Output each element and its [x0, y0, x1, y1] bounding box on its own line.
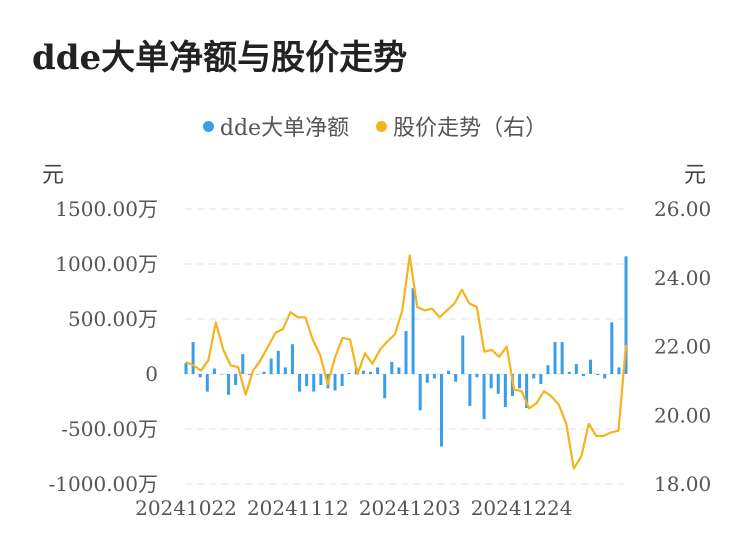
- y-left-tick-label: -1000.00万: [49, 472, 158, 496]
- chart-title: dde大单净额与股价走势: [32, 38, 408, 78]
- bar: [290, 344, 294, 374]
- legend: dde大单净额 股价走势（右）: [0, 110, 750, 142]
- bar: [404, 331, 408, 374]
- bar: [376, 367, 380, 374]
- y-left-tick-label: 500.00万: [68, 307, 158, 331]
- bar: [390, 361, 394, 374]
- y-left-tick-label: 1000.00万: [55, 252, 158, 276]
- y-left-tick-label: 1500.00万: [55, 197, 158, 221]
- left-axis-unit: 元: [42, 163, 65, 188]
- bar: [298, 374, 302, 392]
- bar: [596, 374, 600, 376]
- bar: [496, 374, 500, 394]
- y-right-tick-label: 26.00: [654, 197, 711, 221]
- bar: [248, 374, 252, 376]
- bar: [539, 374, 543, 384]
- bar: [553, 342, 557, 374]
- bar: [255, 374, 259, 375]
- legend-dot-bar: [202, 121, 214, 132]
- bar: [383, 374, 387, 399]
- right-axis-unit: 元: [684, 163, 707, 188]
- x-tick-label: 20241224: [471, 496, 573, 520]
- y-right-tick-label: 24.00: [654, 266, 711, 290]
- y-right-tick-label: 22.00: [654, 335, 711, 359]
- x-tick-label: 20241022: [135, 496, 237, 520]
- bar: [454, 374, 458, 382]
- bar: [227, 374, 231, 395]
- bar: [546, 365, 550, 374]
- bar: [411, 288, 415, 374]
- bar: [276, 350, 280, 374]
- y-left-tick-label: 0: [145, 362, 158, 386]
- bar: [198, 374, 202, 378]
- bar: [397, 367, 401, 374]
- price-line: [185, 254, 628, 470]
- legend-item-price[interactable]: 股价走势（右）: [376, 110, 547, 142]
- bar: [574, 364, 578, 374]
- bar: [525, 374, 529, 409]
- bar: [610, 322, 614, 374]
- bar: [432, 374, 436, 379]
- bar: [205, 374, 209, 392]
- bar: [418, 374, 422, 411]
- bar: [262, 371, 266, 374]
- bar: [361, 370, 365, 374]
- x-tick-label: 20241203: [359, 496, 461, 520]
- bar: [319, 374, 323, 385]
- bar: [333, 374, 337, 391]
- bar: [447, 370, 451, 374]
- bar: [603, 374, 607, 379]
- bar: [269, 358, 273, 374]
- bar: [234, 374, 238, 385]
- bar: [219, 374, 223, 375]
- bar: [532, 374, 536, 379]
- bar: [468, 374, 472, 406]
- bar: [191, 342, 195, 374]
- bar: [503, 374, 507, 407]
- legend-label-dde: dde大单净额: [219, 116, 350, 141]
- bar: [439, 374, 443, 447]
- bar: [624, 256, 628, 374]
- bar: [560, 342, 564, 374]
- y-right-tick-label: 18.00: [654, 472, 711, 496]
- legend-dot-line: [376, 121, 388, 132]
- bar: [518, 374, 522, 389]
- bar: [241, 354, 245, 374]
- bar: [312, 374, 316, 392]
- y-left-tick-label: -500.00万: [61, 417, 158, 441]
- legend-item-dde[interactable]: dde大单净额: [202, 110, 350, 142]
- x-tick-label: 20241112: [247, 496, 349, 520]
- bar: [340, 374, 344, 387]
- bar: [212, 368, 216, 374]
- bar: [184, 363, 188, 374]
- bar: [581, 374, 585, 377]
- y-right-tick-label: 20.00: [654, 403, 711, 427]
- bar: [461, 335, 465, 374]
- bar: [589, 359, 593, 374]
- bar: [475, 374, 479, 378]
- bar: [425, 374, 429, 383]
- bar: [283, 367, 287, 374]
- bar: [369, 371, 373, 374]
- bar: [347, 372, 351, 374]
- bar: [617, 367, 621, 374]
- bar: [305, 374, 309, 387]
- bar: [482, 374, 486, 420]
- legend-label-price: 股价走势（右）: [393, 116, 548, 141]
- bar: [567, 371, 571, 374]
- bar: [489, 374, 493, 389]
